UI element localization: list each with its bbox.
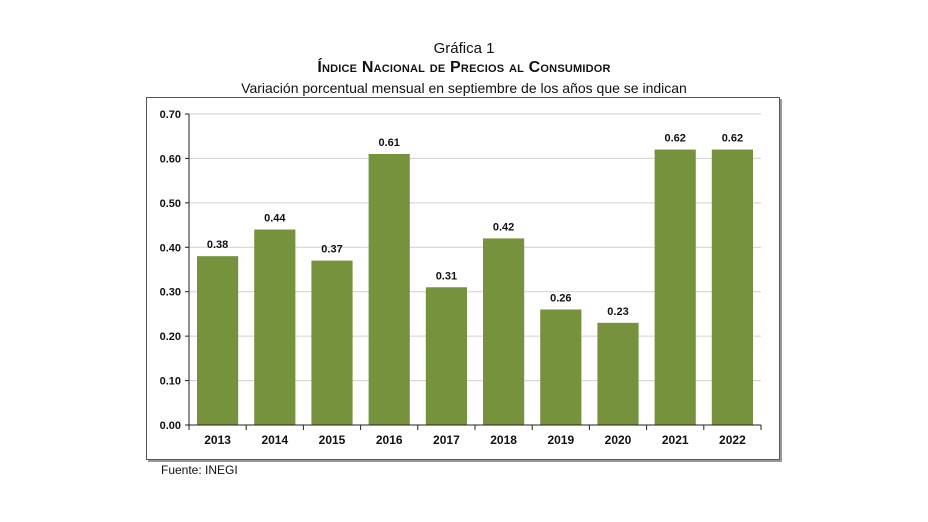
bars <box>197 149 753 426</box>
bar-chart: 0.00 0.10 0.20 0.30 0.40 0.50 0.60 0.70 0.38 2013… <box>160 109 762 447</box>
data-label-2019: 0.26 <box>550 292 571 304</box>
x-tick-label-2022: 2022 <box>719 433 746 447</box>
data-label-2020: 0.23 <box>607 306 628 318</box>
figure-label: Gráfica 1 <box>433 40 495 57</box>
bar-2020 <box>597 322 639 425</box>
chart-subtitle: Variación porcentual mensual en septiemb… <box>241 80 687 96</box>
y-tick-label: 0.60 <box>160 153 181 165</box>
bar-2017 <box>425 287 467 425</box>
data-label-2017: 0.31 <box>436 270 457 282</box>
y-tick-label: 0.40 <box>160 242 181 254</box>
y-tick-label: 0.20 <box>160 331 181 343</box>
bar-2019 <box>540 309 582 425</box>
data-label-2022: 0.62 <box>722 133 743 145</box>
bar-2013 <box>197 256 239 425</box>
x-tick-label-2018: 2018 <box>490 433 517 447</box>
x-tick-label-2020: 2020 <box>605 433 632 447</box>
y-tick-label: 0.30 <box>160 287 181 299</box>
bar-2021 <box>654 149 696 426</box>
axes <box>185 113 762 430</box>
data-label-2015: 0.37 <box>321 244 342 256</box>
bar-2015 <box>311 260 353 425</box>
bar-2018 <box>483 238 525 425</box>
x-tick-label-2014: 2014 <box>261 433 288 447</box>
y-tick-label: 0.10 <box>160 376 181 388</box>
chart-title: Índice Nacional de Precios al Consumidor <box>317 59 611 76</box>
chart-frame: 0.00 0.10 0.20 0.30 0.40 0.50 0.60 0.70 0.38 2013… <box>146 97 780 460</box>
data-label-2018: 0.42 <box>493 221 514 233</box>
data-label-2021: 0.62 <box>664 133 685 145</box>
data-label-2014: 0.44 <box>264 213 286 225</box>
x-tick-label-2019: 2019 <box>547 433 574 447</box>
x-tick-label-2016: 2016 <box>376 433 403 447</box>
bar-2014 <box>254 229 296 425</box>
x-tick-label-2015: 2015 <box>319 433 346 447</box>
bar-2022 <box>711 149 753 426</box>
labels: 0.00 0.10 0.20 0.30 0.40 0.50 0.60 0.70 0.38 2013… <box>160 109 746 447</box>
x-tick-label-2021: 2021 <box>662 433 689 447</box>
x-tick-label-2017: 2017 <box>433 433 460 447</box>
y-tick-label: 0.70 <box>160 109 181 121</box>
bar-2016 <box>368 153 410 425</box>
y-tick-label: 0.00 <box>160 420 181 432</box>
x-tick-label-2013: 2013 <box>204 433 231 447</box>
y-tick-label: 0.50 <box>160 198 181 210</box>
data-label-2013: 0.38 <box>207 239 228 251</box>
data-label-2016: 0.61 <box>378 137 399 149</box>
source-note: Fuente: INEGI <box>161 463 238 477</box>
